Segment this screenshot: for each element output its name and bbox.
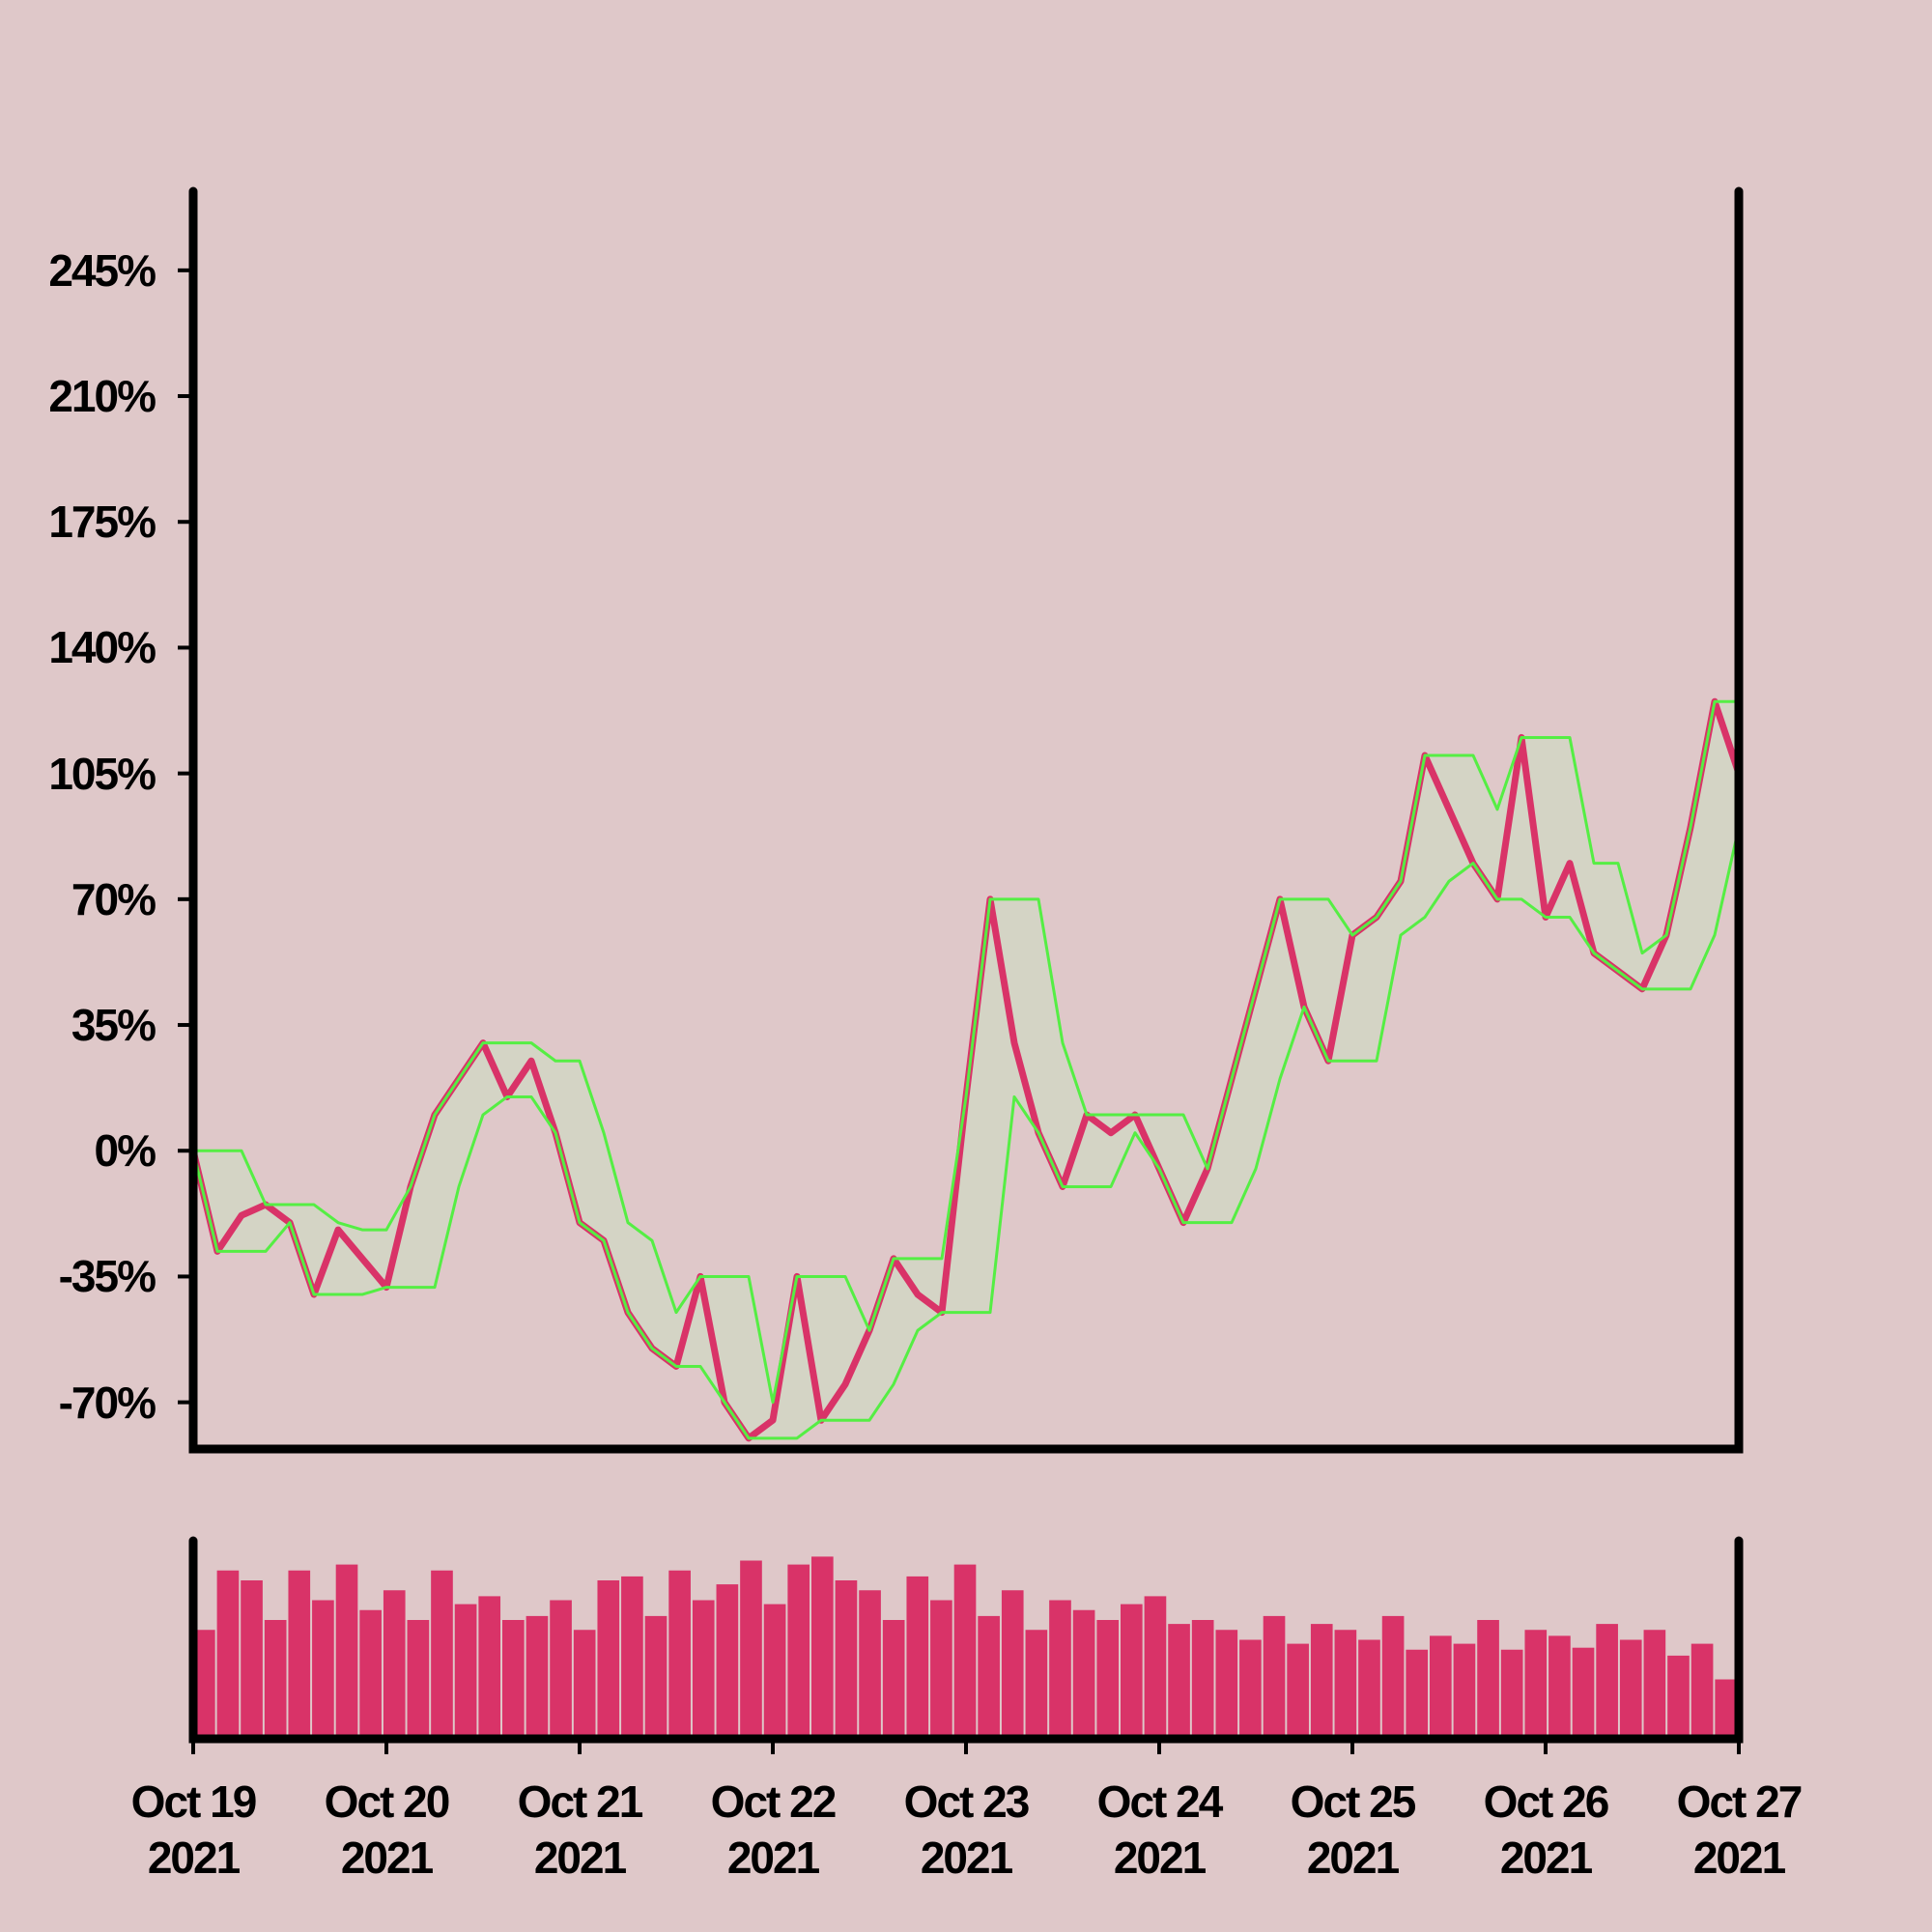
volume-bar	[241, 1580, 263, 1739]
volume-bar	[668, 1570, 691, 1739]
volume-bar	[1191, 1620, 1214, 1739]
volume-bar	[1667, 1655, 1690, 1739]
volume-bar	[1477, 1620, 1499, 1739]
volume-bar	[953, 1564, 977, 1739]
y-tick-label: 105%	[48, 748, 156, 799]
volume-bar	[1263, 1615, 1286, 1739]
volume-bar	[978, 1615, 1000, 1739]
volume-bar	[1690, 1643, 1714, 1739]
x-tick-label: Oct 22 2021	[710, 1776, 838, 1883]
volume-bar	[1619, 1639, 1642, 1739]
volume-bar	[1643, 1630, 1666, 1739]
y-tick-label: 210%	[48, 371, 156, 422]
volume-bar	[811, 1556, 834, 1739]
volume-bar	[454, 1604, 477, 1739]
volume-bar	[1500, 1649, 1523, 1739]
volume-frame	[188, 1536, 1744, 1744]
volume-bar	[359, 1609, 382, 1739]
volume-bar	[335, 1564, 358, 1739]
volume-bar	[193, 1630, 215, 1739]
volume-bar	[1239, 1639, 1262, 1739]
x-tick-label: Oct 23 2021	[903, 1776, 1031, 1883]
volume-bar	[621, 1576, 643, 1739]
volume-bar	[407, 1620, 430, 1739]
volume-bar	[478, 1596, 501, 1739]
y-tick-label: 35%	[71, 1000, 156, 1051]
volume-bar	[1310, 1624, 1333, 1739]
volume-bar	[597, 1580, 620, 1739]
volume-bar	[716, 1584, 739, 1739]
volume-bar	[1144, 1596, 1167, 1739]
x-tick-label: Oct 20 2021	[324, 1776, 451, 1883]
y-tick-label: 70%	[71, 873, 156, 924]
volume-bar	[1001, 1590, 1024, 1739]
volume-bar	[1072, 1609, 1095, 1739]
channel-line	[193, 699, 1739, 1405]
volume-bar	[1049, 1600, 1071, 1739]
channel-band	[193, 701, 1739, 1438]
volume-bar	[1096, 1620, 1120, 1739]
x-tick-label: Oct 27 2021	[1676, 1776, 1804, 1883]
volume-bar	[1715, 1679, 1738, 1739]
volume-bar	[431, 1570, 453, 1739]
volume-bar	[1215, 1630, 1238, 1739]
volume-bar	[882, 1620, 905, 1739]
volume-bar	[1121, 1604, 1143, 1739]
volume-bar	[1025, 1630, 1048, 1739]
channel-line	[191, 827, 1741, 1440]
x-tick-label: Oct 19 2021	[130, 1776, 258, 1883]
volume-bar	[216, 1570, 240, 1739]
x-tick-label: Oct 24 2021	[1096, 1776, 1224, 1883]
volume-bar	[859, 1590, 881, 1739]
volume-bar	[740, 1560, 762, 1739]
volume-bar	[930, 1600, 952, 1739]
volume-bar	[550, 1600, 572, 1739]
y-tick-label: 245%	[48, 244, 156, 296]
x-tick-label: Oct 25 2021	[1290, 1776, 1417, 1883]
volume-bar	[1548, 1635, 1571, 1739]
volume-bar	[573, 1630, 596, 1739]
y-tick-label: 0%	[94, 1125, 156, 1177]
volume-bar	[1358, 1639, 1380, 1739]
y-tick-label: 140%	[48, 622, 156, 673]
volume-bar	[906, 1576, 929, 1739]
volume-bar	[1168, 1624, 1190, 1739]
volume-bar	[1334, 1630, 1357, 1739]
volume-bar	[288, 1570, 311, 1739]
volume-bar	[526, 1615, 549, 1739]
volume-bar	[502, 1620, 525, 1739]
volume-bar	[644, 1615, 668, 1739]
volume-bar	[1430, 1635, 1452, 1739]
volume-bar	[1406, 1649, 1429, 1739]
x-tick-label: Oct 26 2021	[1483, 1776, 1610, 1883]
volume-bar	[1524, 1630, 1548, 1739]
volume-bar	[787, 1564, 810, 1739]
volume-bar	[312, 1600, 334, 1739]
volume-bar	[835, 1580, 858, 1739]
y-tick-label: 175%	[48, 497, 156, 548]
x-tick-label: Oct 21 2021	[517, 1776, 644, 1883]
volume-bar	[692, 1600, 715, 1739]
y-tick-label: -35%	[58, 1251, 156, 1302]
volume-bar	[264, 1620, 287, 1739]
volume-bar	[1381, 1615, 1405, 1739]
volume-bar	[383, 1590, 406, 1739]
volume-bar	[1453, 1643, 1476, 1739]
volume-bar	[1287, 1643, 1309, 1739]
price-frame	[188, 186, 1744, 1454]
price-line	[189, 697, 1743, 1442]
volume-bar	[1596, 1624, 1618, 1739]
volume-bar	[763, 1604, 786, 1739]
volume-bar	[1572, 1647, 1595, 1739]
y-tick-label: -70%	[58, 1377, 156, 1428]
